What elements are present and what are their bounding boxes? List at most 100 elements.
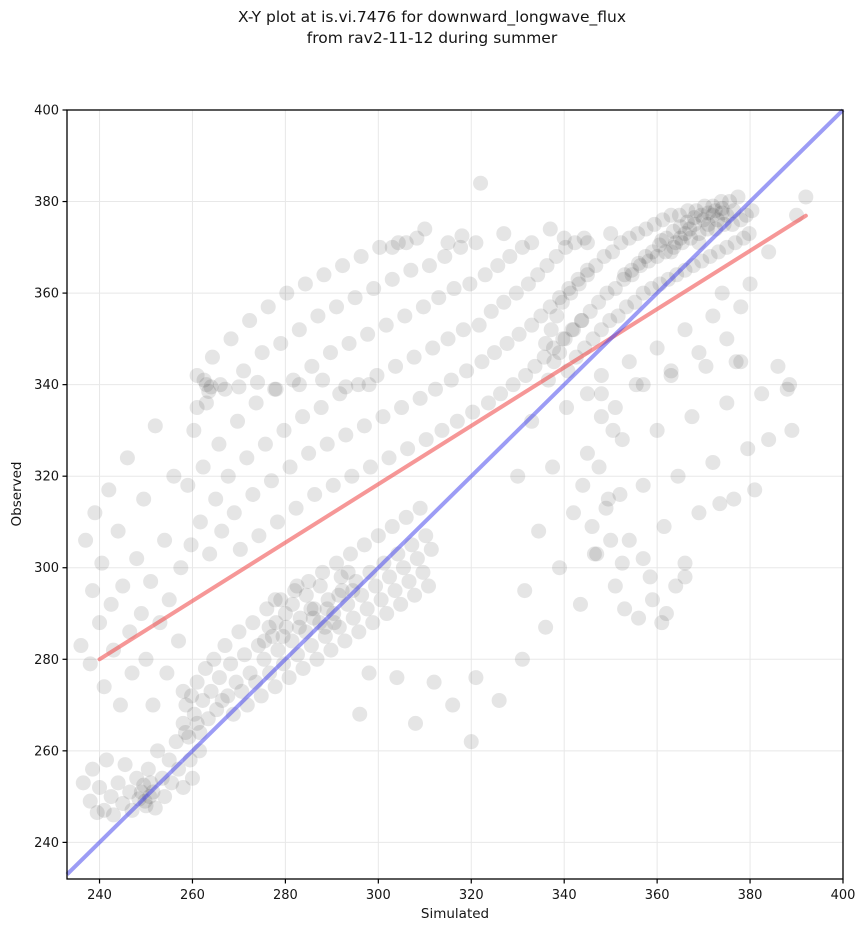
scatter-point [164, 775, 180, 791]
scatter-point [368, 578, 384, 594]
scatter-point [147, 418, 163, 434]
scatter-point [175, 683, 191, 699]
y-tick-label: 300 [34, 561, 59, 576]
scatter-point [440, 235, 456, 251]
scatter-point [539, 258, 555, 274]
scatter-point [214, 692, 230, 708]
scatter-point [267, 592, 283, 608]
scatter-point [267, 679, 283, 695]
scatter-point [325, 477, 341, 493]
scatter-point [212, 377, 228, 393]
scatter-point [665, 223, 681, 239]
scatter-point [250, 638, 266, 654]
scatter-point [291, 377, 307, 393]
scatter-point [105, 807, 121, 823]
scatter-point [103, 789, 119, 805]
scatter-point [189, 674, 205, 690]
scatter-point [345, 610, 361, 626]
scatter-point [617, 601, 633, 617]
scatter-point [696, 212, 712, 228]
scatter-point [635, 285, 651, 301]
scatter-point [556, 230, 572, 246]
scatter-point [674, 235, 690, 251]
chart-title: X-Y plot at is.vi.7476 for downward_long… [0, 7, 864, 49]
scatter-point [572, 596, 588, 612]
scatter-point [542, 299, 558, 315]
scatter-point [401, 573, 417, 589]
scatter-point [564, 322, 580, 338]
scatter-point [217, 381, 233, 397]
scatter-point [278, 619, 294, 635]
scatter-point [398, 235, 414, 251]
scatter-point [651, 237, 667, 253]
scatter-point [387, 583, 403, 599]
scatter-point [234, 683, 250, 699]
y-tick-label: 320 [34, 470, 59, 485]
scatter-point [499, 335, 515, 351]
scatter-point [546, 340, 562, 356]
scatter-point [663, 363, 679, 379]
scatter-point [538, 619, 554, 635]
scatter-point [683, 230, 699, 246]
scatter-point [136, 777, 152, 793]
scatter-point [691, 505, 707, 521]
scatter-point [649, 340, 665, 356]
x-tick-label: 320 [459, 888, 484, 903]
scatter-point [567, 235, 583, 251]
scatter-point [607, 281, 623, 297]
scatter-point [288, 500, 304, 516]
scatter-point [524, 317, 540, 333]
scatter-point [297, 276, 313, 292]
scatter-point [671, 207, 687, 223]
scatter-point [124, 665, 140, 681]
scatter-point [474, 354, 490, 370]
scatter-point [740, 441, 756, 457]
scatter-point [315, 564, 331, 580]
scatter-point [223, 331, 239, 347]
scatter-point [621, 532, 637, 548]
scatter-point [591, 294, 607, 310]
scatter-point [462, 276, 478, 292]
scatter-point [82, 656, 98, 672]
scatter-point [356, 537, 372, 553]
scatter-point [417, 221, 433, 237]
x-axis-label: Simulated [420, 906, 490, 922]
scatter-point [573, 313, 589, 329]
scatter-point [400, 441, 416, 457]
scatter-point [621, 354, 637, 370]
scatter-point [533, 308, 549, 324]
scatter-point [603, 226, 619, 242]
scatter-point [459, 363, 475, 379]
scatter-point [261, 619, 277, 635]
scatter-point [421, 258, 437, 274]
scatter-point [415, 564, 431, 580]
scatter-point [251, 528, 267, 544]
scatter-point [449, 413, 465, 429]
scatter-point [712, 496, 728, 512]
scatter-point [284, 596, 300, 612]
scatter-point [75, 775, 91, 791]
scatter-point [360, 326, 376, 342]
scatter-point [173, 560, 189, 576]
scatter-point [502, 248, 518, 264]
scatter-point [471, 317, 487, 333]
scatter-point [427, 381, 443, 397]
scatter-point [175, 715, 191, 731]
scatter-point [443, 372, 459, 388]
scatter-point [719, 239, 735, 255]
scatter-point [736, 230, 752, 246]
scatter-point [320, 592, 336, 608]
scatter-point [694, 253, 710, 269]
scatter-point [483, 303, 499, 319]
scatter-point [375, 409, 391, 425]
scatter-point [168, 734, 184, 750]
scatter-point [361, 665, 377, 681]
plot-frame [66, 109, 844, 880]
scatter-point [322, 345, 338, 361]
scatter-point [217, 638, 233, 654]
scatter-point [78, 532, 94, 548]
scatter-point [342, 546, 358, 562]
scatter-point [546, 354, 562, 370]
scatter-point [612, 487, 628, 502]
scatter-point [273, 335, 289, 351]
